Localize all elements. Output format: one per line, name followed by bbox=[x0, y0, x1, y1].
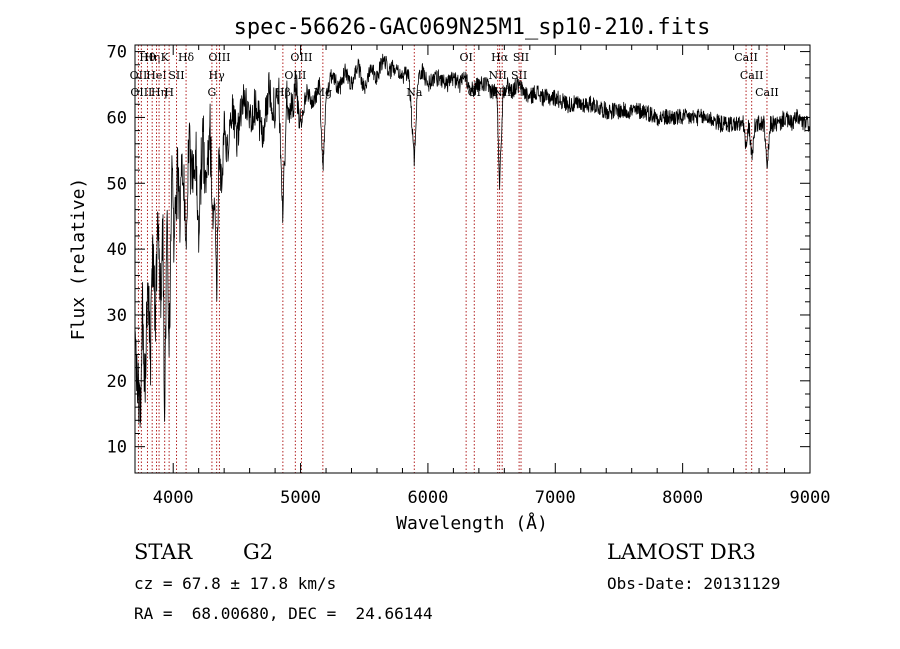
spectrum-group bbox=[134, 53, 811, 428]
redshift-readout: cz = 67.8 ± 17.8 km/s bbox=[134, 574, 337, 593]
spectrum-flux-line bbox=[134, 53, 811, 428]
line-label-18: OI bbox=[459, 51, 472, 64]
emission-lines-group: OIIOIIIHθHηHeIHηKHSIIHδGHγOIIIHβOIIIOIII… bbox=[130, 45, 779, 473]
line-label-3: Hη bbox=[144, 51, 160, 64]
line-label-10: G bbox=[208, 86, 217, 99]
x-tick-label: 8000 bbox=[662, 488, 703, 508]
line-label-27: CaII bbox=[755, 86, 779, 99]
y-tick-label: 20 bbox=[107, 372, 127, 392]
line-label-24: SII bbox=[513, 51, 529, 64]
line-label-11: Hγ bbox=[209, 69, 226, 82]
line-label-1: OIII bbox=[130, 86, 152, 99]
x-tick-label: 6000 bbox=[407, 488, 448, 508]
y-tick-label: 10 bbox=[107, 438, 127, 458]
x-tick-label: 4000 bbox=[153, 488, 194, 508]
x-tick-label: 5000 bbox=[280, 488, 321, 508]
line-label-6: K bbox=[161, 51, 170, 64]
line-label-2: Hθ bbox=[139, 51, 156, 64]
line-label-21: Hα bbox=[491, 51, 509, 64]
chart-title: spec-56626-GAC069N25M1_sp10-210.fits bbox=[234, 15, 711, 40]
observation-date: Obs-Date: 20131129 bbox=[607, 574, 781, 593]
x-axis-label: Wavelength (Å) bbox=[396, 512, 548, 534]
y-axis-label: Flux (relative) bbox=[68, 178, 89, 341]
line-label-7: H bbox=[164, 86, 174, 99]
line-label-4: HeI bbox=[146, 69, 166, 82]
line-label-0: OII bbox=[130, 69, 148, 82]
y-tick-label: 30 bbox=[107, 306, 127, 326]
line-label-26: CaII bbox=[740, 69, 764, 82]
spectral-subclass: G2 bbox=[243, 540, 274, 564]
y-tick-label: 60 bbox=[107, 108, 127, 128]
x-tick-label: 7000 bbox=[535, 488, 576, 508]
line-label-8: SII bbox=[168, 69, 184, 82]
axes-group: 4000 5000 6000 7000 8000 9000 10 20 30 40 50 60 70 bbox=[107, 43, 831, 508]
plot-frame bbox=[134, 44, 811, 474]
line-label-20: NII bbox=[489, 69, 507, 82]
x-tick-label: 9000 bbox=[790, 488, 831, 508]
line-label-9: Hδ bbox=[178, 51, 195, 64]
spectral-class: STAR bbox=[134, 540, 193, 564]
line-label-15: OIII bbox=[290, 51, 312, 64]
y-tick-label: 70 bbox=[107, 43, 127, 63]
line-label-5: Hη bbox=[151, 86, 167, 99]
line-label-12: OIII bbox=[208, 51, 230, 64]
line-label-17: Na bbox=[406, 86, 423, 99]
y-tick-label: 50 bbox=[107, 174, 127, 194]
y-tick-label: 40 bbox=[107, 240, 127, 260]
coordinates-readout: RA = 68.00680, DEC = 24.66144 bbox=[134, 604, 433, 623]
line-label-25: CaII bbox=[734, 51, 758, 64]
survey-label: LAMOST DR3 bbox=[607, 540, 756, 564]
